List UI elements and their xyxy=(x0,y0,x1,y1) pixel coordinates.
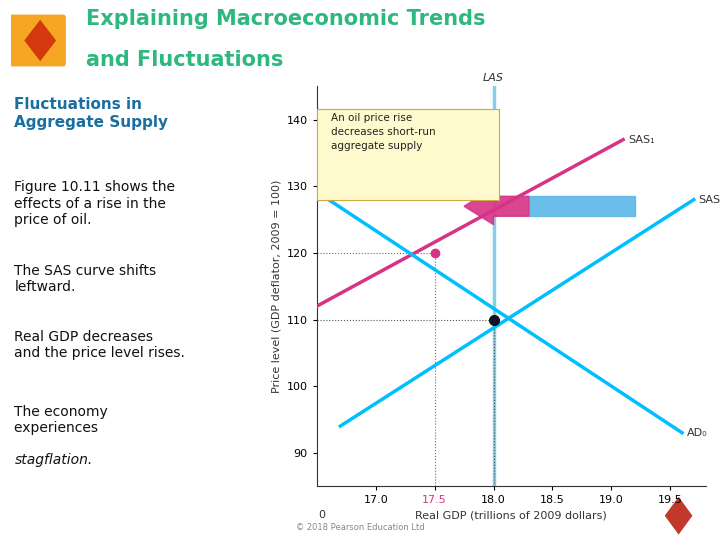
Text: An oil price rise
decreases short-run
aggregate supply: An oil price rise decreases short-run ag… xyxy=(331,113,436,151)
FancyBboxPatch shape xyxy=(317,110,500,200)
X-axis label: Real GDP (trillions of 2009 dollars): Real GDP (trillions of 2009 dollars) xyxy=(415,511,607,521)
Text: stagflation.: stagflation. xyxy=(14,453,93,467)
Text: Real GDP decreases
and the price level rises.: Real GDP decreases and the price level r… xyxy=(14,330,185,360)
Text: and Fluctuations: and Fluctuations xyxy=(86,50,284,70)
Y-axis label: Price level (GDP deflator, 2009 = 100): Price level (GDP deflator, 2009 = 100) xyxy=(271,179,281,393)
Text: SAS₀: SAS₀ xyxy=(698,194,720,205)
Text: LAS: LAS xyxy=(483,73,504,83)
Text: SAS₁: SAS₁ xyxy=(628,134,654,145)
FancyArrow shape xyxy=(529,197,635,217)
Text: 0: 0 xyxy=(319,510,325,520)
Text: Fluctuations in
Aggregate Supply: Fluctuations in Aggregate Supply xyxy=(14,97,168,130)
Polygon shape xyxy=(24,20,56,61)
Text: Figure 10.11 shows the
effects of a rise in the
price of oil.: Figure 10.11 shows the effects of a rise… xyxy=(14,180,176,227)
Text: The SAS curve shifts
leftward.: The SAS curve shifts leftward. xyxy=(14,264,156,294)
Text: Explaining Macroeconomic Trends: Explaining Macroeconomic Trends xyxy=(86,10,486,30)
Polygon shape xyxy=(665,497,693,535)
FancyBboxPatch shape xyxy=(8,15,66,66)
Text: The economy
experiences: The economy experiences xyxy=(14,405,108,435)
Text: AD₀: AD₀ xyxy=(687,428,707,438)
Text: © 2018 Pearson Education Ltd: © 2018 Pearson Education Ltd xyxy=(296,523,424,532)
FancyArrow shape xyxy=(464,188,529,225)
